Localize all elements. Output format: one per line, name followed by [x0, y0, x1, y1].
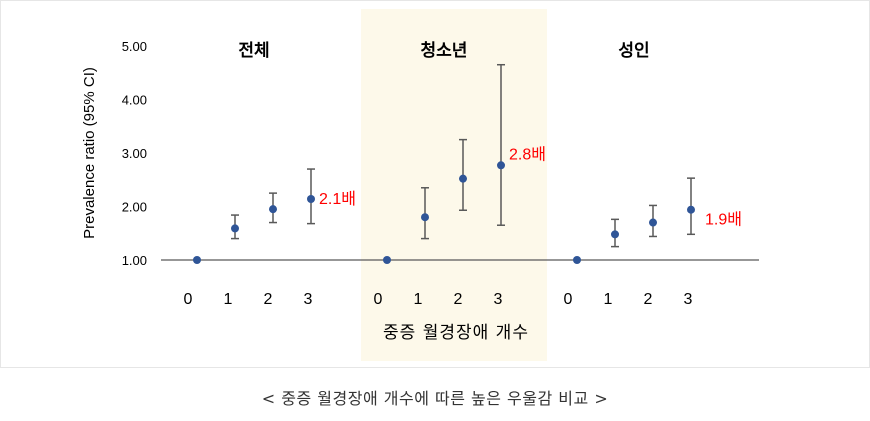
x-tick-label: 1	[224, 291, 233, 308]
x-tick-label: 3	[684, 291, 693, 308]
data-point	[573, 256, 581, 264]
x-tick-label: 0	[564, 291, 573, 308]
ratio-annotation: 2.1배	[319, 190, 356, 208]
x-tick-label: 1	[604, 291, 613, 308]
prevalence-chart: 1.00 2.00 3.00 4.00 5.00 Prevalence ratio (95…	[81, 9, 759, 361]
data-point	[231, 224, 239, 233]
y-tick-label: 4.00	[122, 93, 147, 108]
data-point	[193, 256, 201, 264]
highlight-band-1	[361, 9, 547, 361]
x-tick-label: 0	[374, 291, 383, 308]
data-point	[649, 218, 657, 227]
x-tick-label: 2	[264, 291, 273, 308]
ratio-annotation: 1.9배	[705, 211, 742, 229]
x-tick-label: 3	[304, 291, 313, 308]
y-tick-label: 3.00	[122, 146, 147, 161]
ratio-annotation: 2.8배	[509, 145, 546, 163]
data-point	[459, 174, 467, 183]
data-point	[421, 213, 429, 222]
data-point	[611, 230, 619, 239]
data-point	[497, 161, 505, 170]
x-tick-label: 2	[644, 291, 653, 308]
x-axis-label: 중증 월경장애 개수	[383, 323, 529, 343]
y-tick-label: 5.00	[122, 39, 147, 54]
data-point	[307, 195, 315, 204]
data-point	[269, 205, 277, 214]
data-point	[687, 205, 695, 214]
x-tick-label: 2	[454, 291, 463, 308]
data-point	[383, 256, 391, 264]
x-tick-label: 0	[184, 291, 193, 308]
chart-frame: 1.00 2.00 3.00 4.00 5.00 Prevalence ratio (95…	[0, 0, 870, 368]
panel-title: 성인	[618, 41, 649, 61]
x-tick-label: 1	[414, 291, 423, 308]
y-axis-label: Prevalence ratio (95% CI)	[81, 67, 98, 239]
panel-title: 전체	[238, 41, 269, 61]
x-tick-label: 3	[494, 291, 503, 308]
y-tick-label: 2.00	[122, 200, 147, 215]
figure-caption: < 중증 월경장애 개수에 따른 높은 우울감 비교 >	[261, 389, 609, 408]
panel-title: 청소년	[421, 40, 468, 61]
y-tick-label: 1.00	[122, 253, 147, 268]
